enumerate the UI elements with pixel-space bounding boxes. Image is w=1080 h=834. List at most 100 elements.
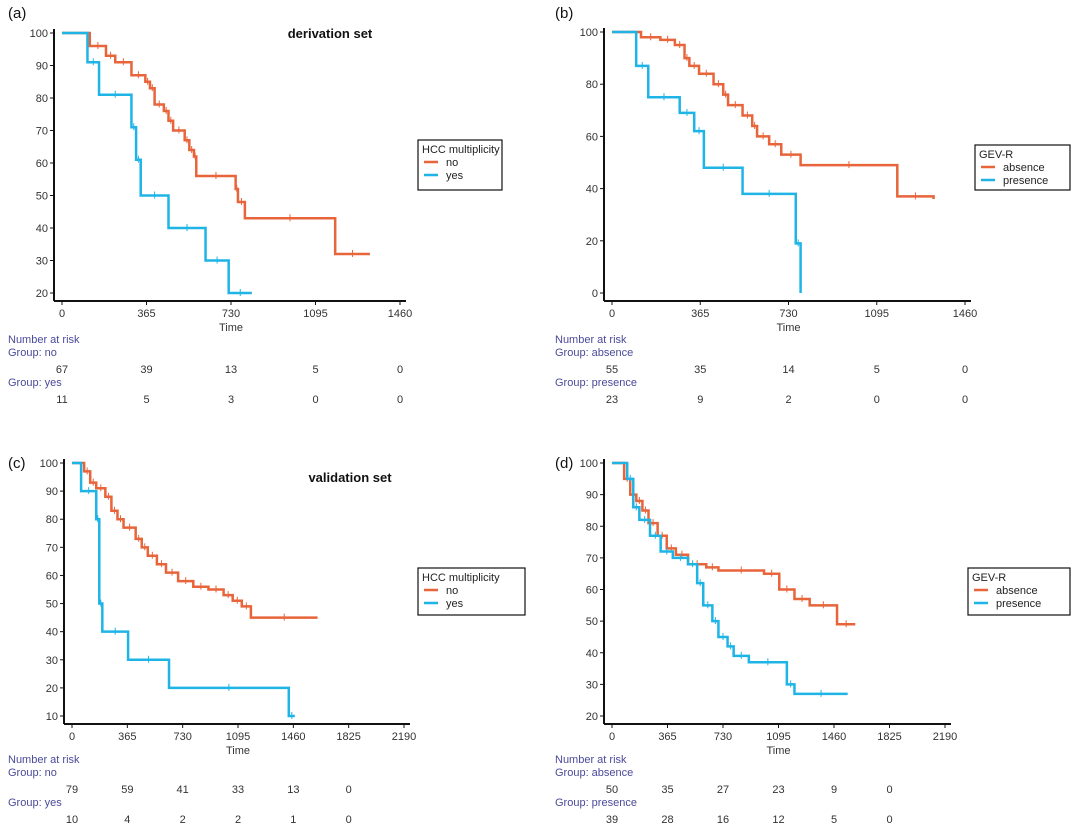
risk-value: 16 bbox=[717, 814, 729, 826]
chart-title: validation set bbox=[308, 470, 392, 485]
risk-header: Number at risk bbox=[8, 334, 80, 346]
panel-label: (a) bbox=[8, 5, 26, 22]
risk-value: 0 bbox=[962, 394, 968, 406]
risk-header: Number at risk bbox=[555, 754, 627, 766]
x-tick-label: 2190 bbox=[392, 731, 416, 743]
km-curve-no bbox=[62, 31, 370, 256]
km-curve-absence bbox=[612, 30, 935, 200]
x-axis-label: Time bbox=[219, 322, 243, 334]
x-tick-label: 730 bbox=[173, 731, 191, 743]
panel-label: (d) bbox=[555, 455, 573, 472]
risk-value: 35 bbox=[661, 784, 673, 796]
risk-value: 0 bbox=[346, 784, 352, 796]
y-tick-label: 100 bbox=[580, 27, 598, 39]
y-tick-label: 30 bbox=[586, 679, 598, 691]
legend-label-absence: absence bbox=[996, 585, 1038, 597]
y-tick-label: 40 bbox=[586, 184, 598, 196]
legend-box bbox=[417, 139, 503, 191]
km-curve-presence bbox=[612, 461, 848, 696]
y-tick-label: 30 bbox=[36, 256, 48, 268]
x-tick-label: 2190 bbox=[933, 731, 957, 743]
y-tick-label: 0 bbox=[592, 288, 598, 300]
risk-value: 5 bbox=[143, 394, 149, 406]
y-tick-label: 20 bbox=[586, 711, 598, 723]
legend-title: GEV-R bbox=[972, 572, 1006, 584]
x-tick-label: 0 bbox=[609, 731, 615, 743]
x-tick-label: 1460 bbox=[281, 731, 305, 743]
legend-label-yes: yes bbox=[446, 170, 464, 182]
risk-group-label: Group: absence bbox=[555, 347, 633, 359]
km-curve-absence bbox=[612, 461, 856, 626]
legend-title: HCC multiplicity bbox=[422, 144, 500, 156]
y-tick-label: 90 bbox=[46, 486, 58, 498]
x-tick-label: 0 bbox=[69, 731, 75, 743]
risk-value: 0 bbox=[397, 394, 403, 406]
risk-value: 0 bbox=[312, 394, 318, 406]
risk-group-label: Group: absence bbox=[555, 767, 633, 779]
x-tick-label: 1825 bbox=[877, 731, 901, 743]
x-tick-label: 1460 bbox=[388, 308, 412, 320]
y-tick-label: 50 bbox=[46, 599, 58, 611]
risk-value: 67 bbox=[56, 364, 68, 376]
risk-group-label: Group: yes bbox=[8, 377, 62, 389]
risk-group-label: Group: yes bbox=[8, 797, 62, 809]
y-tick-label: 100 bbox=[40, 458, 58, 470]
y-tick-label: 70 bbox=[46, 542, 58, 554]
y-tick-label: 80 bbox=[586, 79, 598, 91]
risk-value: 39 bbox=[140, 364, 152, 376]
y-tick-label: 100 bbox=[30, 28, 48, 40]
panel-label: (c) bbox=[8, 455, 26, 472]
y-tick-label: 20 bbox=[586, 236, 598, 248]
y-tick-label: 70 bbox=[36, 126, 48, 138]
legend-label-presence: presence bbox=[1003, 175, 1048, 187]
risk-value: 0 bbox=[886, 784, 892, 796]
y-tick-label: 10 bbox=[46, 711, 58, 723]
x-tick-label: 1095 bbox=[865, 308, 889, 320]
risk-value: 79 bbox=[66, 784, 78, 796]
y-tick-label: 80 bbox=[46, 514, 58, 526]
x-tick-label: 730 bbox=[779, 308, 797, 320]
legend-title: HCC multiplicity bbox=[422, 572, 500, 584]
risk-value: 9 bbox=[831, 784, 837, 796]
legend-label-no: no bbox=[446, 157, 458, 169]
y-tick-label: 100 bbox=[580, 458, 598, 470]
risk-value: 27 bbox=[717, 784, 729, 796]
y-tick-label: 80 bbox=[36, 93, 48, 105]
risk-value: 0 bbox=[346, 814, 352, 826]
risk-value: 10 bbox=[66, 814, 78, 826]
risk-value: 35 bbox=[694, 364, 706, 376]
x-tick-label: 1825 bbox=[336, 731, 360, 743]
legend-box bbox=[967, 567, 1071, 616]
risk-value: 23 bbox=[772, 784, 784, 796]
y-tick-label: 60 bbox=[586, 131, 598, 143]
risk-header: Number at risk bbox=[8, 754, 80, 766]
risk-value: 13 bbox=[287, 784, 299, 796]
y-tick-label: 90 bbox=[36, 61, 48, 73]
risk-value: 5 bbox=[874, 364, 880, 376]
x-tick-label: 365 bbox=[658, 731, 676, 743]
risk-group-label: Group: presence bbox=[555, 797, 637, 809]
risk-value: 2 bbox=[180, 814, 186, 826]
risk-value: 39 bbox=[606, 814, 618, 826]
km-curve-presence bbox=[612, 30, 802, 293]
x-axis-label: Time bbox=[226, 745, 250, 757]
risk-value: 55 bbox=[606, 364, 618, 376]
y-tick-label: 20 bbox=[36, 288, 48, 300]
risk-value: 5 bbox=[312, 364, 318, 376]
x-axis-label: Time bbox=[766, 745, 790, 757]
x-tick-label: 1460 bbox=[953, 308, 977, 320]
x-tick-label: 730 bbox=[222, 308, 240, 320]
x-tick-label: 365 bbox=[137, 308, 155, 320]
risk-value: 23 bbox=[606, 394, 618, 406]
